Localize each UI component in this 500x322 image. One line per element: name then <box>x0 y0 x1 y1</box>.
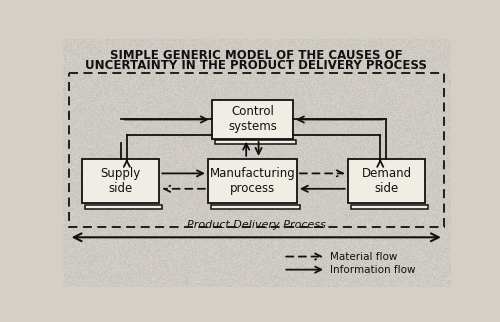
Bar <box>85 205 162 209</box>
Text: Product Delivery Process: Product Delivery Process <box>187 220 326 230</box>
Text: Information flow: Information flow <box>330 265 416 275</box>
Bar <box>351 205 428 209</box>
Text: UNCERTAINTY IN THE PRODUCT DELIVERY PROCESS: UNCERTAINTY IN THE PRODUCT DELIVERY PROC… <box>86 60 427 72</box>
Bar <box>82 159 160 204</box>
Text: Control
systems: Control systems <box>228 106 277 134</box>
Bar <box>68 72 444 226</box>
Bar <box>212 100 293 139</box>
Bar <box>211 205 300 209</box>
Text: Supply
side: Supply side <box>100 167 141 195</box>
Text: Manufacturing
process: Manufacturing process <box>210 167 295 195</box>
Bar <box>208 159 297 204</box>
Bar <box>348 159 425 204</box>
Bar <box>215 140 296 144</box>
Text: Demand
side: Demand side <box>362 167 412 195</box>
Text: SIMPLE GENERIC MODEL OF THE CAUSES OF: SIMPLE GENERIC MODEL OF THE CAUSES OF <box>110 49 403 62</box>
Text: Material flow: Material flow <box>330 251 397 261</box>
